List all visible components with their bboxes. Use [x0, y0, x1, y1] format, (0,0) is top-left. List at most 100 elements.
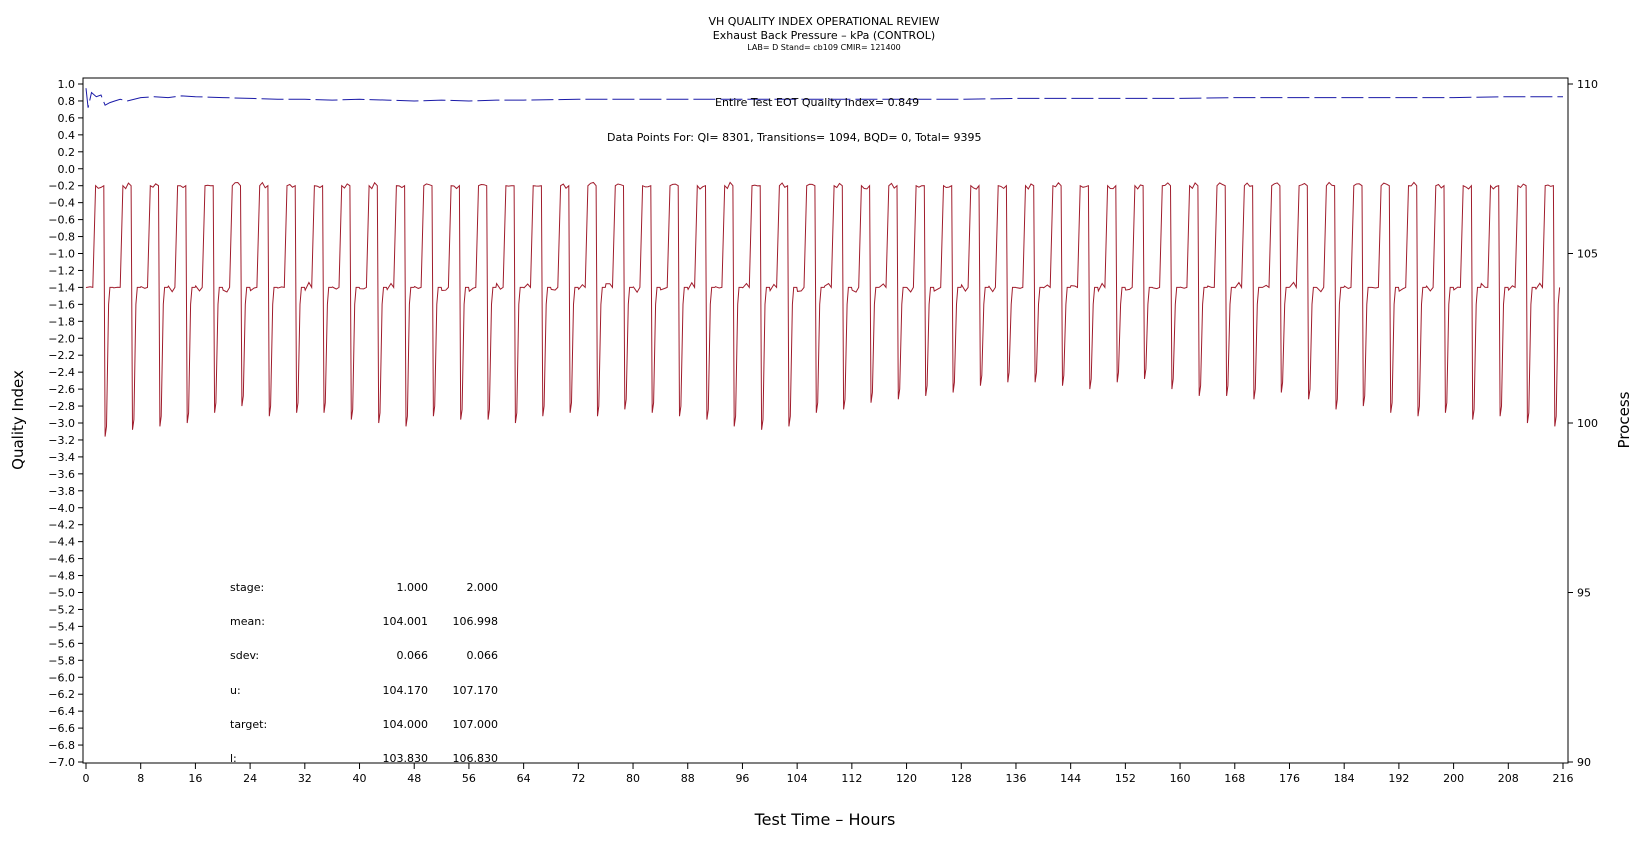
- x-tick-label: 88: [681, 772, 695, 785]
- stats-value-stage1: 1.000: [396, 581, 429, 594]
- y-tick-label: −5.8: [48, 654, 75, 667]
- y-tick-label: −6.2: [48, 688, 75, 701]
- y-tick-label: −2.6: [48, 383, 75, 396]
- y-tick-label: −0.2: [48, 180, 75, 193]
- y2-tick-label: 90: [1577, 756, 1591, 769]
- stats-value-stage2: 107.170: [452, 684, 499, 697]
- y-tick-label: 0.8: [58, 95, 76, 108]
- x-tick-label: 152: [1115, 772, 1136, 785]
- y-axis-label: Quality Index: [9, 370, 27, 470]
- x-tick-label: 96: [735, 772, 749, 785]
- x-tick-label: 24: [243, 772, 257, 785]
- y-tick-label: −1.6: [48, 298, 75, 311]
- y-tick-label: −1.8: [48, 315, 75, 328]
- y-tick-label: −2.4: [48, 366, 75, 379]
- x-tick-label: 176: [1279, 772, 1300, 785]
- x-tick-label: 144: [1060, 772, 1081, 785]
- y-tick-label: −5.0: [48, 587, 75, 600]
- y-tick-label: −5.6: [48, 637, 75, 650]
- x-tick-label: 16: [188, 772, 202, 785]
- y-tick-label: −4.8: [48, 570, 75, 583]
- quality-index-series-line: [85, 88, 1563, 108]
- stats-value-stage2: 107.000: [452, 718, 499, 731]
- x-tick-label: 72: [571, 772, 585, 785]
- y2-tick-label: 105: [1577, 248, 1598, 261]
- y-tick-label: −6.8: [48, 739, 75, 752]
- stats-value-stage2: 106.830: [452, 752, 499, 765]
- stats-value-stage2: 106.998: [452, 615, 499, 628]
- y-tick-label: −3.0: [48, 417, 75, 430]
- x-axis: 0 8 16 24 32 40 48 56 64 72 80 88 96 104 112 120 128 136 1…: [83, 763, 1574, 785]
- x-tick-label: 32: [298, 772, 312, 785]
- y-tick-label: −3.4: [48, 451, 75, 464]
- stats-value-stage2: 0.066: [466, 649, 499, 662]
- y-tick-label: −4.4: [48, 536, 75, 549]
- y-tick-label: −2.0: [48, 332, 75, 345]
- y-tick-label: 0.6: [58, 112, 76, 125]
- x-tick-label: 120: [896, 772, 917, 785]
- y-tick-label: −1.0: [48, 248, 75, 261]
- y-tick-label: −3.8: [48, 485, 75, 498]
- stats-value-stage1: 104.170: [382, 684, 429, 697]
- stats-label: sdev:: [230, 649, 260, 662]
- x-tick-label: 80: [626, 772, 640, 785]
- x-tick-label: 216: [1553, 772, 1574, 785]
- chart-title: VH QUALITY INDEX OPERATIONAL REVIEW: [708, 15, 940, 28]
- x-tick-label: 160: [1170, 772, 1191, 785]
- y-tick-label: −0.8: [48, 231, 75, 244]
- process-series-line: [85, 181, 1561, 437]
- x-tick-label: 0: [83, 772, 90, 785]
- x-tick-label: 56: [462, 772, 476, 785]
- stats-label: target:: [230, 718, 268, 731]
- x-tick-label: 48: [407, 772, 421, 785]
- y-tick-label: −3.6: [48, 468, 75, 481]
- y-tick-label: −2.2: [48, 349, 75, 362]
- stats-label: l:: [230, 752, 237, 765]
- stats-label: u:: [230, 684, 241, 697]
- stats-value-stage1: 0.066: [396, 649, 429, 662]
- x-axis-label: Test Time – Hours: [754, 810, 896, 829]
- y-tick-label: −2.8: [48, 400, 75, 413]
- y-tick-label: 0.4: [58, 129, 76, 142]
- stats-label: mean:: [230, 615, 265, 628]
- y-tick-label: −0.4: [48, 197, 75, 210]
- y-tick-label: −6.0: [48, 671, 75, 684]
- y-tick-label: −3.2: [48, 434, 75, 447]
- y-tick-label: −4.0: [48, 502, 75, 515]
- y-tick-label: 0.2: [58, 146, 76, 159]
- y-tick-label: −6.4: [48, 705, 75, 718]
- x-tick-label: 8: [137, 772, 144, 785]
- y-tick-label: 0.0: [58, 163, 76, 176]
- y2-tick-label: 100: [1577, 417, 1598, 430]
- y-tick-label: −1.2: [48, 264, 75, 277]
- x-tick-label: 168: [1224, 772, 1245, 785]
- x-tick-label: 40: [353, 772, 367, 785]
- stats-value-stage1: 104.001: [382, 615, 429, 628]
- y-tick-label: −6.6: [48, 722, 75, 735]
- y2-axis-label: Process: [1615, 391, 1633, 448]
- stats-label: stage:: [230, 581, 265, 594]
- chart-subtitle: Exhaust Back Pressure – kPa (CONTROL): [712, 29, 936, 42]
- stats-value-stage1: 103.830: [382, 752, 429, 765]
- y-tick-label: −5.2: [48, 603, 75, 616]
- y-axis-right: 90 95 100 105 110: [1568, 78, 1598, 769]
- y-tick-label: −5.4: [48, 620, 75, 633]
- x-tick-label: 128: [951, 772, 972, 785]
- y2-tick-label: 110: [1577, 78, 1598, 91]
- y-tick-label: −1.4: [48, 281, 75, 294]
- y2-tick-label: 95: [1577, 587, 1591, 600]
- y-tick-label: 1.0: [58, 78, 76, 91]
- eot-quality-index-annotation: Entire Test EOT Quality Index= 0.849: [715, 96, 920, 109]
- stats-value-stage1: 104.000: [382, 718, 429, 731]
- x-tick-label: 104: [787, 772, 808, 785]
- y-tick-label: −4.6: [48, 553, 75, 566]
- y-tick-label: −0.6: [48, 214, 75, 227]
- x-tick-label: 112: [841, 772, 862, 785]
- stats-value-stage2: 2.000: [466, 581, 499, 594]
- x-tick-label: 200: [1443, 772, 1464, 785]
- x-tick-label: 184: [1334, 772, 1355, 785]
- x-tick-label: 208: [1498, 772, 1519, 785]
- x-tick-label: 64: [517, 772, 531, 785]
- plot-frame: [82, 77, 1569, 764]
